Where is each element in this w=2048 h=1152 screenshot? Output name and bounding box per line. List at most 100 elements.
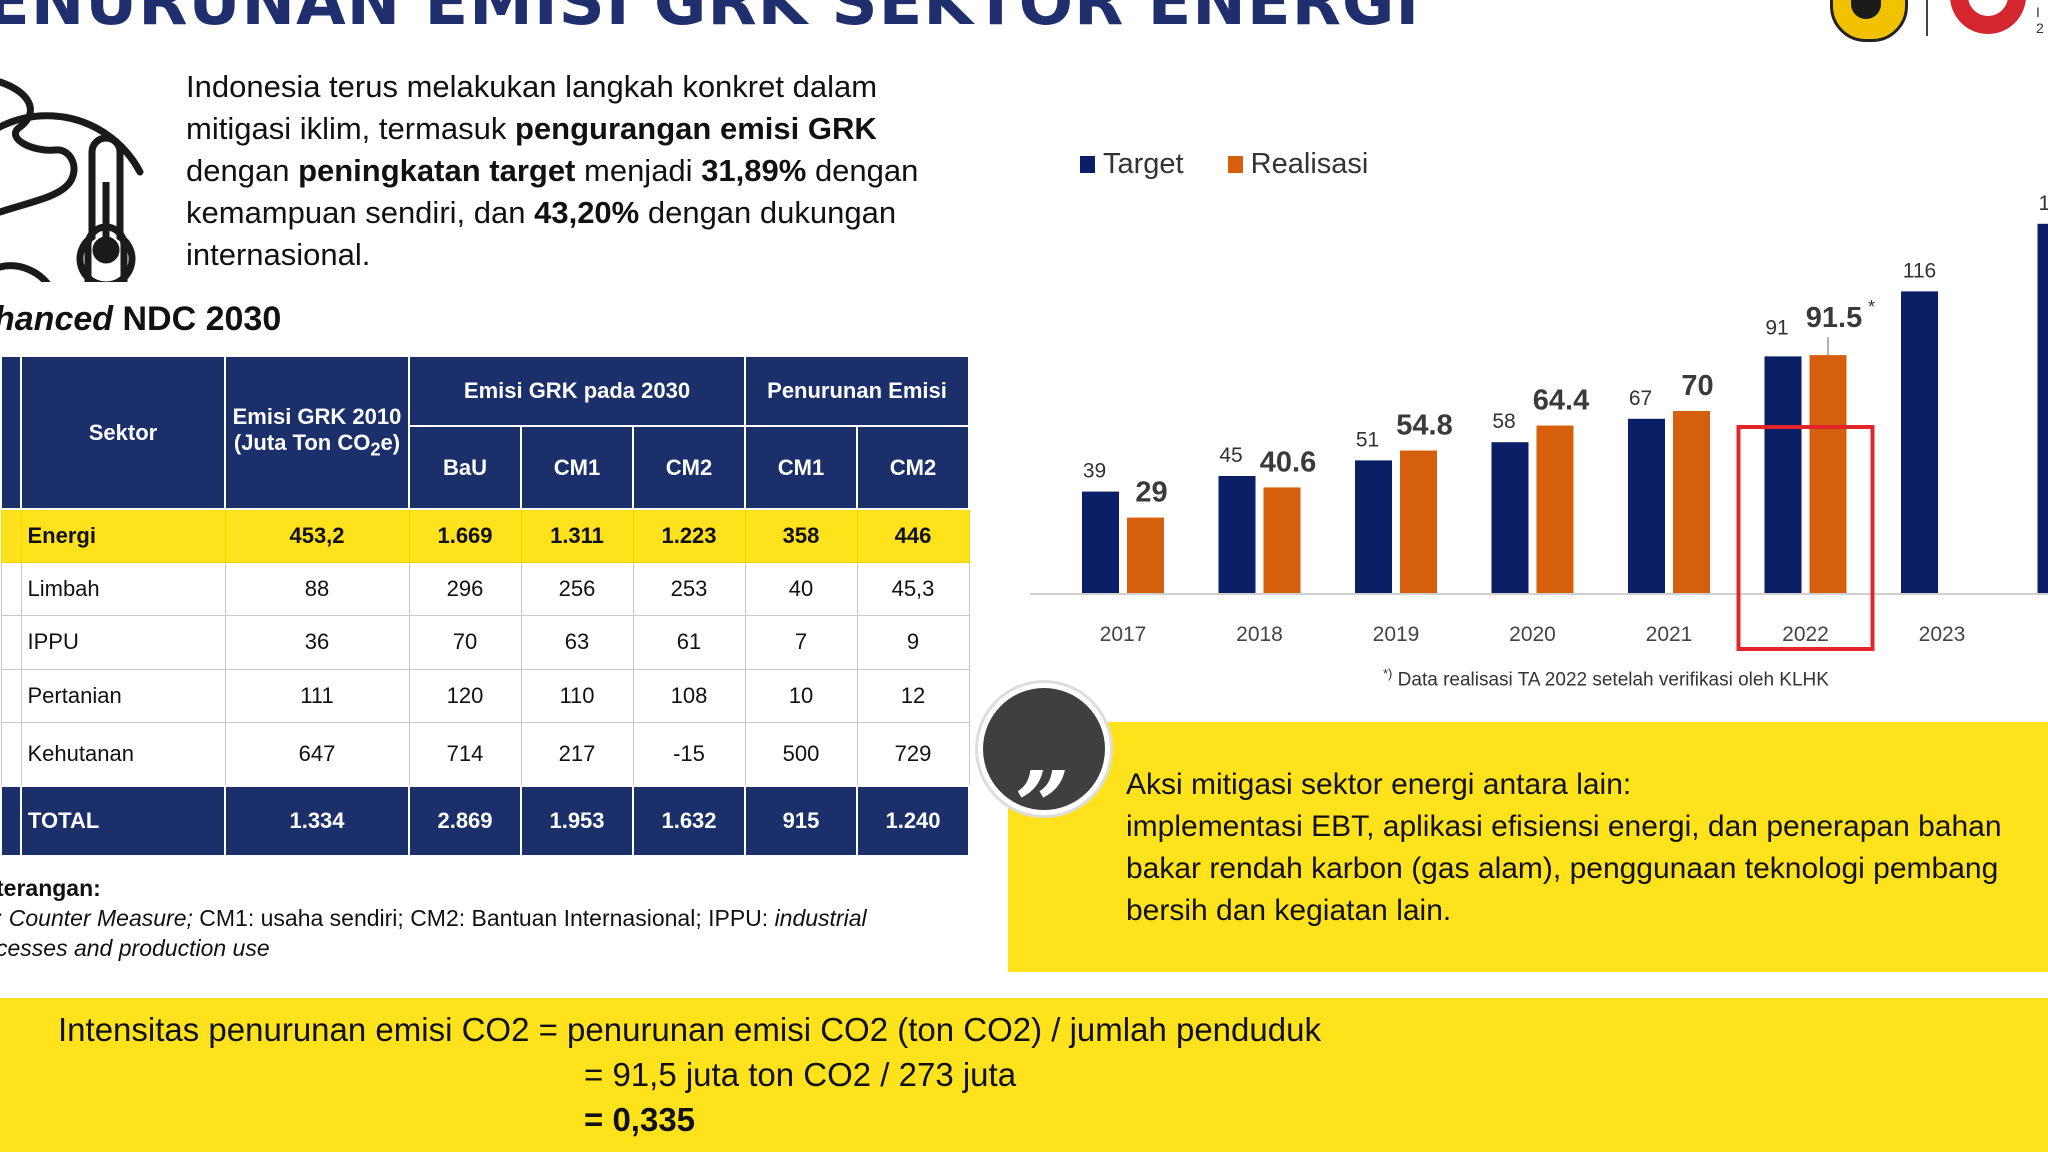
bar-realisasi-2018 [1263, 487, 1301, 593]
ndc-heading-italic: hanced [0, 300, 114, 338]
cell-bau: 2.869 [408, 785, 522, 857]
notes-text-1: CM1: usaha sendiri; CM2: Bantuan Interna… [192, 905, 775, 931]
table-row-kehutanan: Kehutanan 647 714 217 -15 500 729 [0, 721, 970, 787]
quote-box [1008, 722, 2048, 972]
label-asterisk-2022: * [1868, 297, 1875, 317]
cell-cm1: 1.953 [520, 785, 634, 857]
notes-title: terangan: [0, 875, 101, 901]
quote-text: Aksi mitigasi sektor energi antara lain:… [1126, 764, 2048, 932]
bar-realisasi-2017 [1127, 517, 1164, 593]
ndc-heading-rest: NDC 2030 [113, 300, 282, 338]
quote-line-1: Aksi mitigasi sektor energi antara lain: [1126, 768, 1632, 801]
label-target-2017: 39 [1083, 460, 1106, 483]
cell-penurunan-cm1: 10 [744, 668, 858, 723]
intro-paragraph: Indonesia terus melakukan langkah konkre… [186, 66, 946, 276]
label-realisasi-2018: 40.6 [1260, 446, 1316, 478]
cell-penurunan-cm2: 729 [856, 721, 970, 787]
cell-cm2: 61 [632, 614, 746, 670]
globe-thermometer-icon [0, 78, 144, 282]
cell-penurunan-cm1: 358 [744, 508, 858, 563]
cell-e2010: 453,2 [224, 508, 410, 563]
table-row-energi: Energi 453,2 1.669 1.311 1.223 358 446 [0, 508, 970, 563]
cell-bau: 714 [408, 721, 522, 787]
table-header-2030-group: Emisi GRK pada 2030 [408, 355, 746, 427]
formula-line-1: Intensitas penurunan emisi CO2 = penurun… [58, 1011, 1321, 1048]
quote-mark: „ [1016, 695, 1072, 808]
cell-sektor: Energi [20, 508, 226, 563]
row-marker [0, 785, 22, 857]
bar-target-2017 [1082, 491, 1119, 593]
cell-cm2: 1.632 [632, 785, 746, 857]
row-marker [0, 721, 22, 787]
cell-penurunan-cm1: 915 [744, 785, 858, 857]
chart-footnote: *) Data realisasi TA 2022 setelah verifi… [1383, 666, 1829, 691]
table-row-ippu: IPPU 36 70 63 61 7 9 [0, 614, 970, 670]
quote-line-3: bakar rendah karbon (gas alam), pengguna… [1126, 852, 1999, 885]
label-target-2021: 67 [1629, 387, 1652, 410]
cell-cm1: 1.311 [520, 508, 634, 563]
emisi-2010-sub: 2 [370, 438, 381, 460]
cell-penurunan-cm2: 9 [856, 614, 970, 670]
x-tick-2018: 2018 [1236, 623, 1283, 646]
cell-cm1: 217 [520, 721, 634, 787]
table-header-penurunan-cm1: CM1 [744, 425, 858, 510]
intro-text-2: dengan [186, 153, 299, 188]
cell-e2010: 111 [224, 668, 410, 723]
intro-bold-3: 31,89% [701, 153, 807, 188]
formula-box [0, 998, 2048, 1152]
intro-bold-2: peningkatan target [298, 153, 576, 188]
cell-penurunan-cm1: 7 [744, 614, 858, 670]
cell-penurunan-cm2: 45,3 [856, 561, 970, 616]
table-header-cm1: CM1 [520, 425, 634, 510]
table-row-limbah: Limbah 88 296 256 253 40 45,3 [0, 561, 970, 616]
x-tick-2023: 2023 [1919, 623, 1966, 646]
ndc-heading: hanced NDC 2030 [0, 300, 281, 339]
label-realisasi-2021: 70 [1681, 370, 1713, 402]
esdm-logo [1830, 0, 1908, 42]
intro-text-4: dengan kemampuan sendiri, dan [186, 153, 919, 230]
legend-label-target: Target [1103, 148, 1184, 180]
cell-penurunan-cm2: 12 [856, 668, 970, 723]
bar-realisasi-2019 [1400, 450, 1437, 593]
label-realisasi-2020: 64.4 [1533, 385, 1589, 417]
formula-line-2: = 91,5 juta ton CO2 / 273 juta [584, 1056, 1017, 1093]
legend-label-realisasi: Realisasi [1250, 148, 1369, 180]
cell-bau: 120 [408, 668, 522, 723]
cell-bau: 1.669 [408, 508, 522, 563]
cell-sektor: Kehutanan [20, 721, 226, 787]
label-target-2023: 116 [1903, 259, 1936, 282]
logo-divider [1926, 0, 1928, 36]
bar-realisasi-2020 [1536, 425, 1574, 593]
bar-target-2019 [1355, 460, 1392, 593]
quote-line-2: implementasi EBT, aplikasi efisiensi ene… [1126, 810, 2002, 843]
cell-penurunan-cm1: 40 [744, 561, 858, 616]
bar-realisasi-2021 [1673, 411, 1710, 593]
cell-cm2: 253 [632, 561, 746, 616]
page-title: ENURUNAN EMISI GRK SEKTOR ENERGI [0, 0, 1421, 40]
logo-text-1: I [2036, 4, 2040, 20]
table-header-penurunan-cm2: CM2 [856, 425, 970, 510]
bar-target-20 [2037, 223, 2048, 594]
label-realisasi-2022: 91.5 [1806, 302, 1862, 334]
bar-target-2018 [1218, 476, 1256, 593]
cell-cm1: 256 [520, 561, 634, 616]
table-header-bau: BaU [408, 425, 522, 510]
row-marker [0, 614, 22, 670]
highlight-box-2022 [1736, 425, 1875, 651]
emission-bar-chart: 39 29 2017 45 40.6 2018 51 54.8 2019 58 64.4 2020 67… [1030, 192, 2048, 651]
quote-line-4: bersih dan kegiatan lain. [1126, 894, 1452, 927]
cell-bau: 70 [408, 614, 522, 670]
bar-target-2021 [1628, 418, 1665, 593]
header-logos: I 2 [1822, 0, 2048, 42]
formula-line-3: = 0,335 [584, 1101, 696, 1138]
intro-text-1: Indonesia terus melakukan langkah konkre… [186, 69, 878, 146]
table-header-cm2: CM2 [632, 425, 746, 510]
cell-sektor: TOTAL [20, 785, 226, 857]
legend-item-target: Target [1080, 148, 1184, 181]
cell-cm2: 108 [632, 668, 746, 723]
notes-italic-2: industrial [774, 905, 867, 931]
table-row-total: TOTAL 1.334 2.869 1.953 1.632 915 1.240 [0, 785, 970, 857]
bar-target-2023 [1901, 291, 1938, 593]
cell-cm2: -15 [632, 721, 746, 787]
quote-icon: „ [978, 683, 1110, 815]
